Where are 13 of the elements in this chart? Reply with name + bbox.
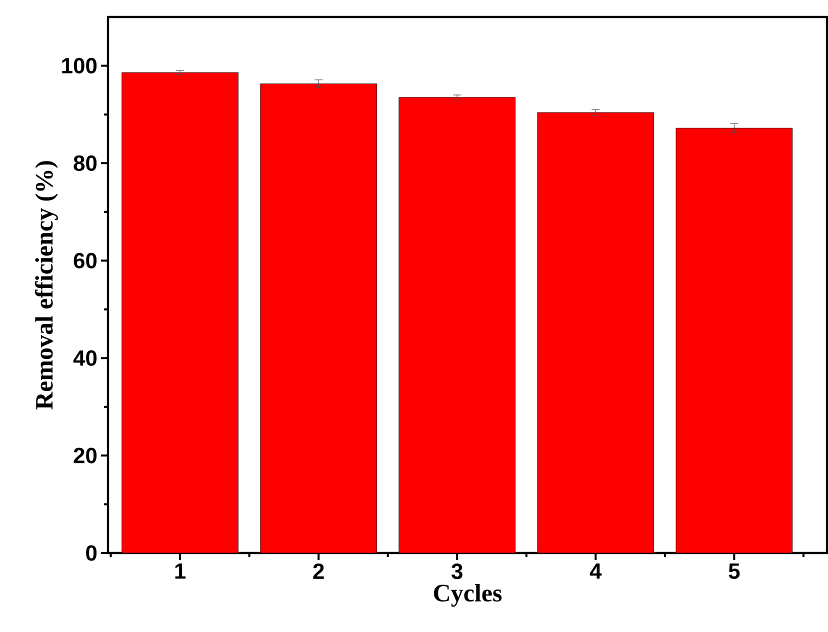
x-axis-title: Cycles bbox=[434, 584, 502, 607]
y-tick-label: 100 bbox=[62, 58, 97, 74]
y-tick-label: 60 bbox=[74, 252, 97, 268]
x-tick-label: 1 bbox=[175, 564, 186, 579]
x-tick-label: 2 bbox=[313, 564, 324, 579]
y-tick-label: 40 bbox=[73, 350, 97, 366]
y-tick-label: 80 bbox=[74, 155, 97, 171]
x-tick-label: 4 bbox=[590, 564, 602, 579]
x-tick-label: 3 bbox=[451, 564, 462, 580]
x-tick-label: 5 bbox=[728, 564, 740, 579]
y-axis-title: Removal efficiency (%) bbox=[34, 161, 58, 410]
y-tick-label: 0 bbox=[86, 545, 97, 561]
y-tick-label: 20 bbox=[74, 448, 97, 464]
